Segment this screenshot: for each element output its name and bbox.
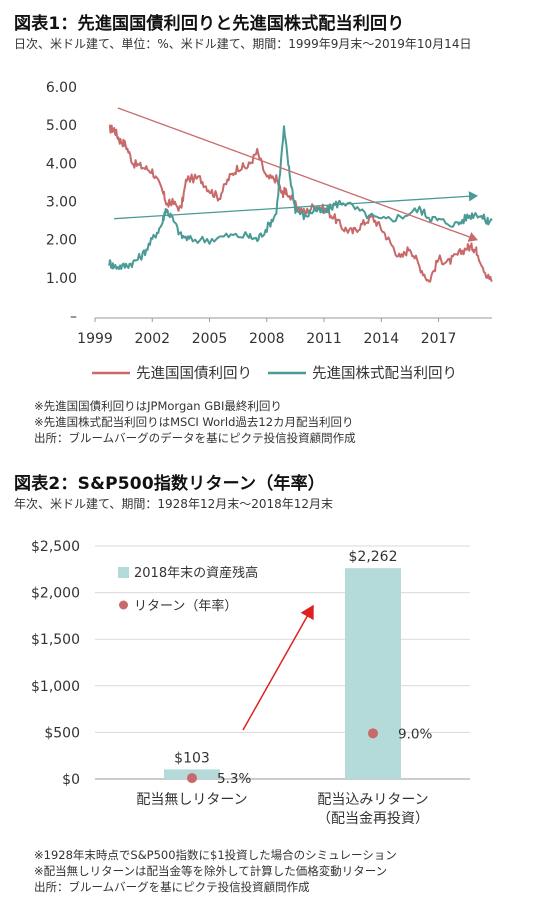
return-label: 5.3% — [217, 771, 251, 787]
bond-trend-arrow — [117, 107, 478, 242]
chart2-title: 図表2：S&P500指数リターン（年率） — [14, 474, 325, 494]
bar-value-label: $103 — [174, 750, 210, 766]
x-tick-label: 2008 — [249, 331, 285, 347]
chart1-note-1: ※先進国国債利回りはJPMorgan GBI最終利回り — [34, 399, 282, 413]
chart1-title: 図表1：先進国国債利回りと先進国株式配当利回り — [14, 14, 405, 34]
y-tick-label: 2.00 — [46, 233, 77, 249]
x-tick-label: 2011 — [306, 331, 342, 347]
y-tick-label: $0 — [62, 772, 80, 788]
category-label: （配当金再投資） — [317, 811, 429, 827]
x-tick-label: 2017 — [421, 331, 457, 347]
return-label: 9.0% — [398, 726, 432, 742]
x-tick-label: 2005 — [192, 331, 228, 347]
y-tick-label: 6.00 — [46, 80, 77, 96]
dividend-yield-line — [108, 125, 493, 270]
chart2-note-1: ※1928年末時点でS&P500指数に$1投資した場合のシミュレーション — [34, 848, 397, 862]
y-tick-label: – — [70, 309, 77, 325]
chart1-subtitle: 日次、米ドル建て、単位：%、米ドル建て、期間：1999年9月末〜2019年10月… — [14, 37, 472, 51]
legend-label: リターン（年率） — [134, 598, 237, 614]
legend-label: 先進国株式配当利回り — [312, 365, 457, 382]
y-tick-label: 1.00 — [46, 271, 77, 287]
legend-label: 2018年末の資産残高 — [134, 565, 258, 581]
y-tick-label: 3.00 — [46, 195, 77, 211]
x-tick-label: 1999 — [77, 331, 113, 347]
chart1-plot: – 1.00 2.00 3.00 4.00 5.00 6.00 1999 2002 2005 200… — [46, 80, 493, 382]
y-tick-label: $500 — [44, 725, 80, 741]
legend-label: 先進国国債利回り — [136, 365, 252, 382]
chart2-note-2: ※配当無しリターンは配当金等を除外して計算した価格変動リターン — [34, 864, 388, 878]
category-label: 配当込みリターン — [317, 792, 428, 808]
category-label: 配当無しリターン — [136, 792, 247, 808]
bar-asset-balance — [345, 568, 401, 779]
y-tick-label: $2,000 — [31, 586, 80, 602]
y-tick-label: $2,500 — [31, 539, 80, 555]
bond-yield-line — [108, 124, 493, 283]
y-tick-label: 4.00 — [46, 156, 77, 172]
legend-swatch — [118, 567, 129, 578]
return-dot — [368, 728, 378, 739]
y-tick-label: 5.00 — [46, 118, 77, 134]
growth-arrow — [242, 604, 314, 731]
dividend-trend-arrow — [114, 191, 479, 220]
return-dot — [187, 773, 197, 784]
x-tick-label: 2014 — [363, 331, 399, 347]
bar-value-label: $2,262 — [349, 549, 398, 565]
chart1-note-2: ※先進国株式配当利回りはMSCI World過去12カ月配当利回り — [34, 415, 354, 429]
y-tick-label: $1,500 — [31, 632, 80, 648]
legend-swatch — [119, 600, 128, 610]
y-tick-label: $1,000 — [31, 679, 80, 695]
chart1-source: 出所：ブルームバーグのデータを基にピクテ投信投資顧問作成 — [34, 431, 356, 445]
chart2-source: 出所：ブルームバーグを基にピクテ投信投資顧問作成 — [34, 880, 310, 894]
chart2-plot: $0 $500 $1,000 $1,500 $2,000 $2,500 $103 $2,262… — [31, 539, 470, 827]
chart2-subtitle: 年次、米ドル建て、期間：1928年12月末〜2018年12月末 — [14, 497, 334, 511]
x-tick-label: 2002 — [134, 331, 170, 347]
